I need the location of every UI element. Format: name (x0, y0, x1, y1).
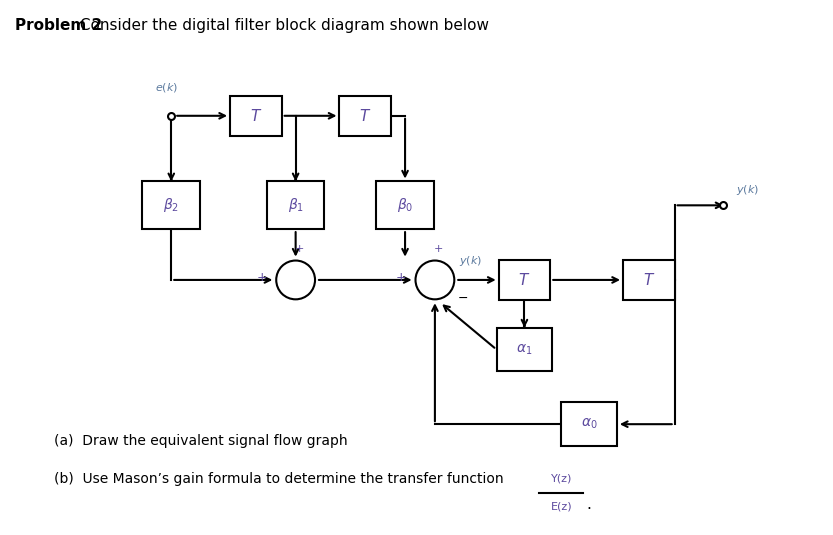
Text: (b)  Use Mason’s gain formula to determine the transfer function: (b) Use Mason’s gain formula to determin… (54, 472, 508, 486)
Bar (561, 402, 617, 446)
Text: $\beta_0$: $\beta_0$ (397, 196, 413, 215)
Text: $y(k)$: $y(k)$ (736, 184, 760, 197)
Text: E(z): E(z) (551, 502, 572, 512)
Text: Problem 2: Problem 2 (15, 18, 102, 33)
Text: $T$: $T$ (518, 272, 531, 288)
Text: +: + (396, 271, 407, 285)
Text: $T$: $T$ (642, 272, 655, 288)
Text: Y(z): Y(z) (551, 474, 572, 484)
Bar (623, 260, 675, 300)
Text: −: − (457, 292, 468, 305)
Bar (339, 96, 392, 136)
Text: +: + (434, 243, 443, 254)
Text: (a)  Draw the equivalent signal flow graph: (a) Draw the equivalent signal flow grap… (54, 434, 347, 448)
Text: $e(k)$: $e(k)$ (155, 81, 177, 94)
Bar (230, 96, 282, 136)
Circle shape (277, 261, 315, 300)
Bar (267, 181, 325, 229)
Text: $T$: $T$ (250, 108, 262, 124)
Text: +: + (257, 271, 267, 285)
Bar (377, 181, 434, 229)
Bar (499, 260, 551, 300)
Text: $\alpha_0$: $\alpha_0$ (581, 417, 597, 431)
Text: $\beta_1$: $\beta_1$ (287, 196, 304, 215)
Text: Consider the digital filter block diagram shown below: Consider the digital filter block diagra… (75, 18, 489, 33)
Text: $\beta_2$: $\beta_2$ (163, 196, 179, 215)
Text: $y(k)$: $y(k)$ (459, 254, 482, 268)
Circle shape (416, 261, 454, 300)
Bar (142, 181, 200, 229)
Text: +: + (295, 243, 304, 254)
Text: $T$: $T$ (359, 108, 372, 124)
Bar (496, 327, 552, 371)
Text: .: . (586, 497, 591, 512)
Text: $\alpha_1$: $\alpha_1$ (516, 342, 532, 357)
